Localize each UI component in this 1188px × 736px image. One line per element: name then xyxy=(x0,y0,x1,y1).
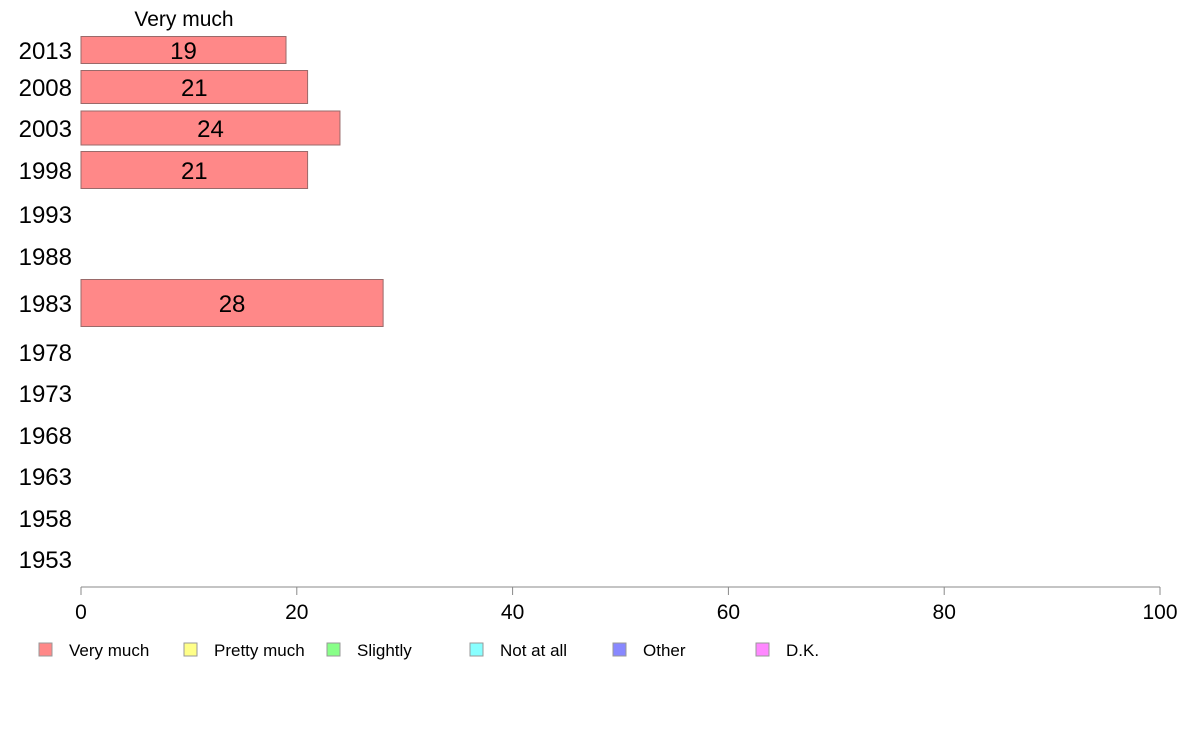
legend-swatch xyxy=(326,642,341,657)
category-label: 1978 xyxy=(19,340,72,367)
legend-swatch xyxy=(755,642,770,657)
data-label: 19 xyxy=(170,38,197,65)
category-label: 1983 xyxy=(19,291,72,318)
category-label: 2013 xyxy=(19,38,72,65)
bar xyxy=(80,70,309,104)
series-header: Very much xyxy=(134,8,233,31)
category-labels: 2013 2008 2003 1998 1993 1988 1983 1978 1973 1968… xyxy=(19,38,72,574)
data-label: 21 xyxy=(181,75,208,102)
legend-label: Pretty much xyxy=(214,641,305,660)
data-label: 21 xyxy=(181,158,208,185)
data-label: 28 xyxy=(219,291,246,318)
x-tick-label: 40 xyxy=(501,601,524,624)
x-tick-label: 60 xyxy=(717,601,740,624)
x-tick-label: 80 xyxy=(933,601,956,624)
legend-swatch xyxy=(38,642,53,657)
x-tick-label: 0 xyxy=(75,601,87,624)
legend-swatch xyxy=(183,642,198,657)
bar xyxy=(80,110,341,146)
legend-swatch xyxy=(612,642,627,657)
legend: Very much Pretty much Slightly Not at all Ot… xyxy=(38,641,819,660)
category-label: 1988 xyxy=(19,244,72,271)
category-label: 2003 xyxy=(19,116,72,143)
bars xyxy=(80,36,384,327)
x-tick-label: 20 xyxy=(285,601,308,624)
bar xyxy=(80,279,384,327)
bar xyxy=(80,36,287,64)
data-label: 24 xyxy=(197,116,224,143)
legend-label: Other xyxy=(643,641,686,660)
category-label: 1998 xyxy=(19,158,72,185)
legend-swatch xyxy=(469,642,484,657)
category-label: 1963 xyxy=(19,464,72,491)
category-label: 1973 xyxy=(19,381,72,408)
legend-label: Slightly xyxy=(357,641,412,660)
category-label: 2008 xyxy=(19,75,72,102)
legend-label: Not at all xyxy=(500,641,567,660)
category-label: 1958 xyxy=(19,506,72,533)
category-label: 1968 xyxy=(19,423,72,450)
x-axis: 0 20 40 60 80 100 xyxy=(75,586,1178,624)
category-label: 1993 xyxy=(19,202,72,229)
x-tick-label: 100 xyxy=(1142,601,1177,624)
bar xyxy=(80,151,309,189)
category-label: 1953 xyxy=(19,547,72,574)
legend-label: Very much xyxy=(69,641,149,660)
legend-label: D.K. xyxy=(786,641,819,660)
bar-labels: 19 21 24 21 28 xyxy=(170,38,245,318)
